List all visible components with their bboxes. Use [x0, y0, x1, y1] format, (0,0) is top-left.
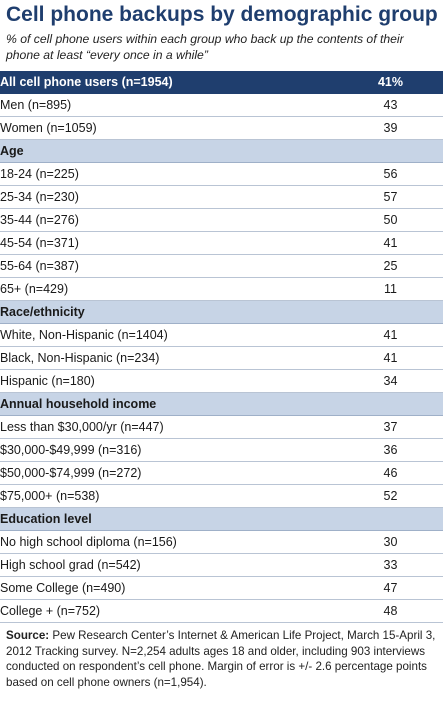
table-row: $30,000-$49,999 (n=316) 36 — [0, 438, 443, 462]
table-row-label: $30,000-$49,999 (n=316) — [0, 438, 338, 462]
table-row-label: $50,000-$74,999 (n=272) — [0, 461, 338, 485]
table-row-value: 46 — [338, 461, 443, 485]
table-row-label: 25-34 (n=230) — [0, 185, 338, 209]
table-row: 65+ (n=429) 11 — [0, 277, 443, 301]
table-row: 25-34 (n=230) 57 — [0, 185, 443, 209]
section-header-value — [338, 392, 443, 416]
table-row-value: 34 — [338, 369, 443, 393]
table-row-label: 18-24 (n=225) — [0, 162, 338, 186]
table-row-label: 55-64 (n=387) — [0, 254, 338, 278]
table-row-label: College + (n=752) — [0, 599, 338, 623]
table-row: No high school diploma (n=156) 30 — [0, 530, 443, 554]
chart-title: Cell phone backups by demographic group — [6, 3, 438, 26]
table-row-label: White, Non-Hispanic (n=1404) — [0, 323, 338, 347]
table-row-value: 25 — [338, 254, 443, 278]
table-row-value: 52 — [338, 484, 443, 508]
table-row-value: 36 — [338, 438, 443, 462]
table-row: Some College (n=490) 47 — [0, 576, 443, 600]
section-header-label: Race/ethnicity — [0, 300, 338, 324]
table-row: 18-24 (n=225) 56 — [0, 162, 443, 186]
section-header: Race/ethnicity — [0, 300, 443, 324]
chart-subtitle: % of cell phone users within each group … — [6, 32, 404, 62]
table-row-label: Hispanic (n=180) — [0, 369, 338, 393]
table-row-value: 39 — [338, 116, 443, 140]
table-row: 45-54 (n=371) 41 — [0, 231, 443, 255]
table-row-label: Women (n=1059) — [0, 116, 338, 140]
total-row-label: All cell phone users (n=1954) — [0, 71, 338, 94]
section-header: Age — [0, 139, 443, 163]
section-header-value — [338, 139, 443, 163]
section-header: Annual household income — [0, 392, 443, 416]
table-row-value: 30 — [338, 530, 443, 554]
table-row-value: 41 — [338, 323, 443, 347]
table-row-value: 56 — [338, 162, 443, 186]
section-header: Education level — [0, 507, 443, 531]
table-row: Women (n=1059) 39 — [0, 116, 443, 140]
table-row-label: High school grad (n=542) — [0, 553, 338, 577]
table-row-value: 57 — [338, 185, 443, 209]
table-row-label: Black, Non-Hispanic (n=234) — [0, 346, 338, 370]
table-row-value: 50 — [338, 208, 443, 232]
table-row-value: 11 — [338, 277, 443, 301]
table-row: Men (n=895) 43 — [0, 93, 443, 117]
table-row-value: 48 — [338, 599, 443, 623]
section-header-label: Annual household income — [0, 392, 338, 416]
table-row: 55-64 (n=387) 25 — [0, 254, 443, 278]
table-row-value: 47 — [338, 576, 443, 600]
table-row: Hispanic (n=180) 34 — [0, 369, 443, 393]
source-note: Source: Pew Research Center’s Internet &… — [6, 628, 436, 690]
table-row-value: 37 — [338, 415, 443, 439]
table-row: Less than $30,000/yr (n=447) 37 — [0, 415, 443, 439]
table-row-label: 35-44 (n=276) — [0, 208, 338, 232]
table-row: $50,000-$74,999 (n=272) 46 — [0, 461, 443, 485]
table-row-value: 41 — [338, 346, 443, 370]
table-row: High school grad (n=542) 33 — [0, 553, 443, 577]
source-label: Source: — [6, 629, 50, 642]
total-row: All cell phone users (n=1954) 41% — [0, 71, 443, 94]
table-row: White, Non-Hispanic (n=1404) 41 — [0, 323, 443, 347]
section-header-label: Age — [0, 139, 338, 163]
table-row-value: 43 — [338, 93, 443, 117]
table-row-value: 33 — [338, 553, 443, 577]
table-row-label: Less than $30,000/yr (n=447) — [0, 415, 338, 439]
table-row-label: 45-54 (n=371) — [0, 231, 338, 255]
table-row-label: Men (n=895) — [0, 93, 338, 117]
table-row-label: No high school diploma (n=156) — [0, 530, 338, 554]
section-header-label: Education level — [0, 507, 338, 531]
source-text: Pew Research Center’s Internet & America… — [6, 629, 436, 689]
section-header-value — [338, 507, 443, 531]
section-header-value — [338, 300, 443, 324]
table-row: Black, Non-Hispanic (n=234) 41 — [0, 346, 443, 370]
table-row: 35-44 (n=276) 50 — [0, 208, 443, 232]
table-row: College + (n=752) 48 — [0, 599, 443, 623]
table-row-label: Some College (n=490) — [0, 576, 338, 600]
table-row: $75,000+ (n=538) 52 — [0, 484, 443, 508]
table-row-label: $75,000+ (n=538) — [0, 484, 338, 508]
data-table: All cell phone users (n=1954) 41% Men (n=8… — [0, 71, 443, 623]
total-row-value: 41% — [338, 71, 443, 94]
table-row-value: 41 — [338, 231, 443, 255]
table-row-label: 65+ (n=429) — [0, 277, 338, 301]
